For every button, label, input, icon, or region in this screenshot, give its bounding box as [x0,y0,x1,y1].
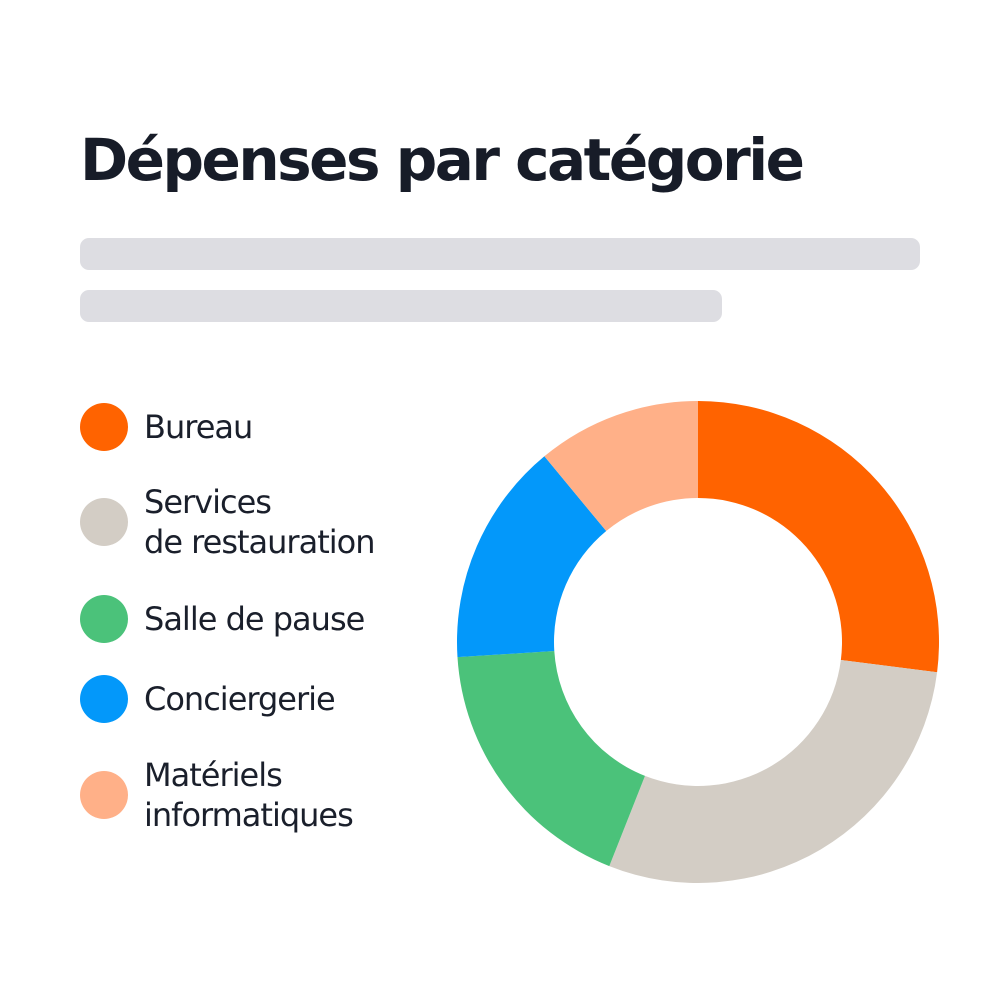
legend-label: Conciergerie [144,680,336,718]
donut-slice-2 [457,651,645,867]
legend-item-bureau: Bureau [80,403,253,451]
legend-item-conciergerie: Conciergerie [80,675,336,723]
legend-item-services-de-restauration: Services de restauration [80,482,375,562]
legend-swatch [80,675,128,723]
chart-legend: Bureau Services de restauration Salle de… [80,0,460,1000]
text-placeholder-line [80,238,920,270]
legend-label: Bureau [144,408,253,446]
legend-swatch [80,595,128,643]
text-placeholder-line [80,290,722,322]
legend-item-materiels-informatiques: Matériels informatiques [80,755,354,835]
legend-label: Salle de pause [144,600,365,638]
legend-swatch [80,403,128,451]
legend-label: Matériels informatiques [144,756,354,834]
legend-label: Services de restauration [144,483,375,561]
donut-slice-1 [609,660,938,883]
donut-slice-0 [698,401,940,673]
donut-slice-4 [544,401,698,532]
legend-swatch [80,771,128,819]
chart-title: Dépenses par catégorie [80,126,805,194]
donut-slice-3 [457,456,607,658]
legend-item-salle-de-pause: Salle de pause [80,595,365,643]
legend-swatch [80,498,128,546]
